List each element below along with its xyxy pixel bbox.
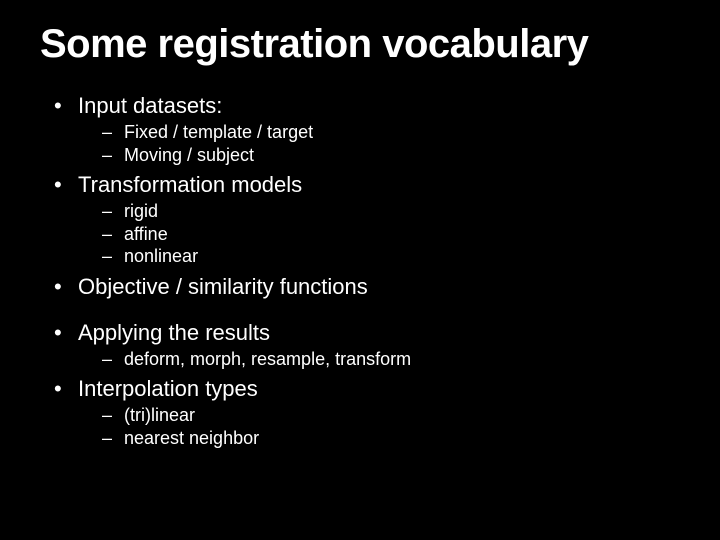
list-item-label: Input datasets: bbox=[78, 93, 680, 119]
sublist-item-label: Fixed / template / target bbox=[124, 121, 680, 144]
sublist-item-label: Moving / subject bbox=[124, 144, 680, 167]
sublist: – Fixed / template / target – Moving / s… bbox=[54, 121, 680, 166]
sublist-item: – Moving / subject bbox=[102, 144, 680, 167]
bullet-icon: • bbox=[54, 376, 78, 402]
sublist: – deform, morph, resample, transform bbox=[54, 348, 680, 371]
sublist-item-label: (tri)linear bbox=[124, 404, 680, 427]
sublist-item: – nearest neighbor bbox=[102, 427, 680, 450]
dash-icon: – bbox=[102, 121, 124, 144]
bullet-icon: • bbox=[54, 320, 78, 346]
sublist-item-label: deform, morph, resample, transform bbox=[124, 348, 680, 371]
sublist-item: – nonlinear bbox=[102, 245, 680, 268]
list-item: • Interpolation types bbox=[54, 376, 680, 402]
spacer bbox=[54, 302, 680, 320]
bullet-icon: • bbox=[54, 274, 78, 300]
list-item-label: Transformation models bbox=[78, 172, 680, 198]
dash-icon: – bbox=[102, 223, 124, 246]
sublist: – (tri)linear – nearest neighbor bbox=[54, 404, 680, 449]
list-item-label: Objective / similarity functions bbox=[78, 274, 680, 300]
dash-icon: – bbox=[102, 427, 124, 450]
bullet-icon: • bbox=[54, 172, 78, 198]
sublist-item: – (tri)linear bbox=[102, 404, 680, 427]
sublist-item-label: affine bbox=[124, 223, 680, 246]
dash-icon: – bbox=[102, 144, 124, 167]
slide-content: • Input datasets: – Fixed / template / t… bbox=[40, 93, 680, 449]
list-item: • Input datasets: bbox=[54, 93, 680, 119]
list-item-label: Applying the results bbox=[78, 320, 680, 346]
sublist-item: – rigid bbox=[102, 200, 680, 223]
sublist-item: – affine bbox=[102, 223, 680, 246]
dash-icon: – bbox=[102, 245, 124, 268]
dash-icon: – bbox=[102, 200, 124, 223]
dash-icon: – bbox=[102, 348, 124, 371]
sublist-item: – Fixed / template / target bbox=[102, 121, 680, 144]
sublist-item: – deform, morph, resample, transform bbox=[102, 348, 680, 371]
slide-title: Some registration vocabulary bbox=[40, 22, 680, 67]
list-item: • Transformation models bbox=[54, 172, 680, 198]
sublist-item-label: rigid bbox=[124, 200, 680, 223]
bullet-icon: • bbox=[54, 93, 78, 119]
list-item: • Objective / similarity functions bbox=[54, 274, 680, 300]
sublist-item-label: nonlinear bbox=[124, 245, 680, 268]
sublist: – rigid – affine – nonlinear bbox=[54, 200, 680, 268]
list-item-label: Interpolation types bbox=[78, 376, 680, 402]
dash-icon: – bbox=[102, 404, 124, 427]
list-item: • Applying the results bbox=[54, 320, 680, 346]
sublist-item-label: nearest neighbor bbox=[124, 427, 680, 450]
slide: Some registration vocabulary • Input dat… bbox=[0, 0, 720, 540]
